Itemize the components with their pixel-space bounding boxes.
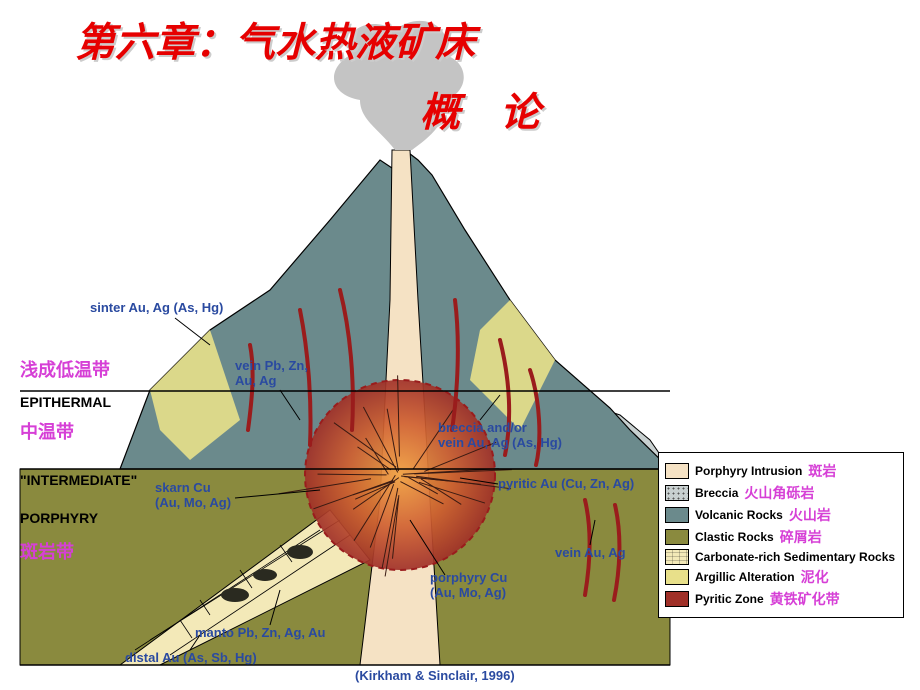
- legend-row-pyritic: Pyritic Zone 黄铁矿化带: [665, 589, 895, 609]
- callout-skarn: skarn Cu (Au, Mo, Ag): [155, 480, 231, 510]
- legend-swatch-pyritic: [665, 591, 689, 607]
- legend-swatch-argillic: [665, 569, 689, 585]
- legend-en-carbonate: Carbonate-rich Sedimentary Rocks: [695, 550, 895, 564]
- zone-epithermal-en: EPITHERMAL: [20, 394, 111, 410]
- legend-en-argillic: Argillic Alteration: [695, 570, 795, 584]
- legend-row-clastic: Clastic Rocks 碎屑岩: [665, 527, 895, 547]
- legend-swatch-clastic: [665, 529, 689, 545]
- legend-swatch-porphyry-intrusion: [665, 463, 689, 479]
- zone-intermediate-cn: 中温带: [20, 418, 74, 444]
- legend-en-pyritic: Pyritic Zone: [695, 592, 764, 606]
- zone-epithermal-cn: 浅成低温带: [20, 356, 110, 382]
- zone-porphyry-cn: 斑岩带: [20, 538, 74, 564]
- legend-swatch-volcanic: [665, 507, 689, 523]
- callout-distal: distal Au (As, Sb, Hg): [125, 650, 257, 665]
- legend-box: Porphyry Intrusion斑岩Breccia火山角砾岩Volcanic…: [658, 452, 904, 618]
- callout-sinter: sinter Au, Ag (As, Hg): [90, 300, 223, 315]
- legend-row-argillic: Argillic Alteration 泥化: [665, 567, 895, 587]
- diagram-stage: 第六章：气水热液矿床 概 论 浅成低温带 EPITHERMAL 中温带 "INT…: [0, 0, 920, 690]
- legend-row-volcanic: Volcanic Rocks 火山岩: [665, 505, 895, 525]
- legend-swatch-carbonate: [665, 549, 689, 565]
- legend-row-carbonate: Carbonate-rich Sedimentary Rocks: [665, 549, 895, 565]
- legend-cn-breccia: 火山角砾岩: [744, 483, 814, 503]
- legend-cn-volcanic: 火山岩: [789, 505, 831, 525]
- zone-intermediate-en: "INTERMEDIATE": [20, 472, 137, 488]
- legend-en-breccia: Breccia: [695, 486, 738, 500]
- callout-vein-auag: vein Au, Ag: [555, 545, 626, 560]
- chapter-title-line1: 第六章：气水热液矿床: [75, 10, 475, 68]
- callout-porphyry-cu: porphyry Cu (Au, Mo, Ag): [430, 570, 507, 600]
- legend-cn-clastic: 碎屑岩: [780, 527, 822, 547]
- callout-pyritic-au: pyritic Au (Cu, Zn, Ag): [498, 476, 634, 491]
- legend-cn-argillic: 泥化: [801, 567, 829, 587]
- legend-cn-porphyry-intrusion: 斑岩: [808, 461, 836, 481]
- legend-row-breccia: Breccia 火山角砾岩: [665, 483, 895, 503]
- legend-en-volcanic: Volcanic Rocks: [695, 508, 783, 522]
- legend-cn-pyritic: 黄铁矿化带: [770, 589, 840, 609]
- legend-row-porphyry-intrusion: Porphyry Intrusion 斑岩: [665, 461, 895, 481]
- chapter-title-line2: 概 论: [420, 80, 540, 138]
- legend-en-clastic: Clastic Rocks: [695, 530, 774, 544]
- callout-breccia-vein: breccia and/or vein Au, Ag (As, Hg): [438, 420, 562, 450]
- legend-en-porphyry-intrusion: Porphyry Intrusion: [695, 464, 802, 478]
- zone-porphyry-en: PORPHYRY: [20, 510, 98, 526]
- callout-vein-pbzn: vein Pb, Zn, Au, Ag: [235, 358, 308, 388]
- legend-swatch-breccia: [665, 485, 689, 501]
- credit-text: (Kirkham & Sinclair, 1996): [355, 668, 515, 683]
- callout-manto: manto Pb, Zn, Ag, Au: [195, 625, 325, 640]
